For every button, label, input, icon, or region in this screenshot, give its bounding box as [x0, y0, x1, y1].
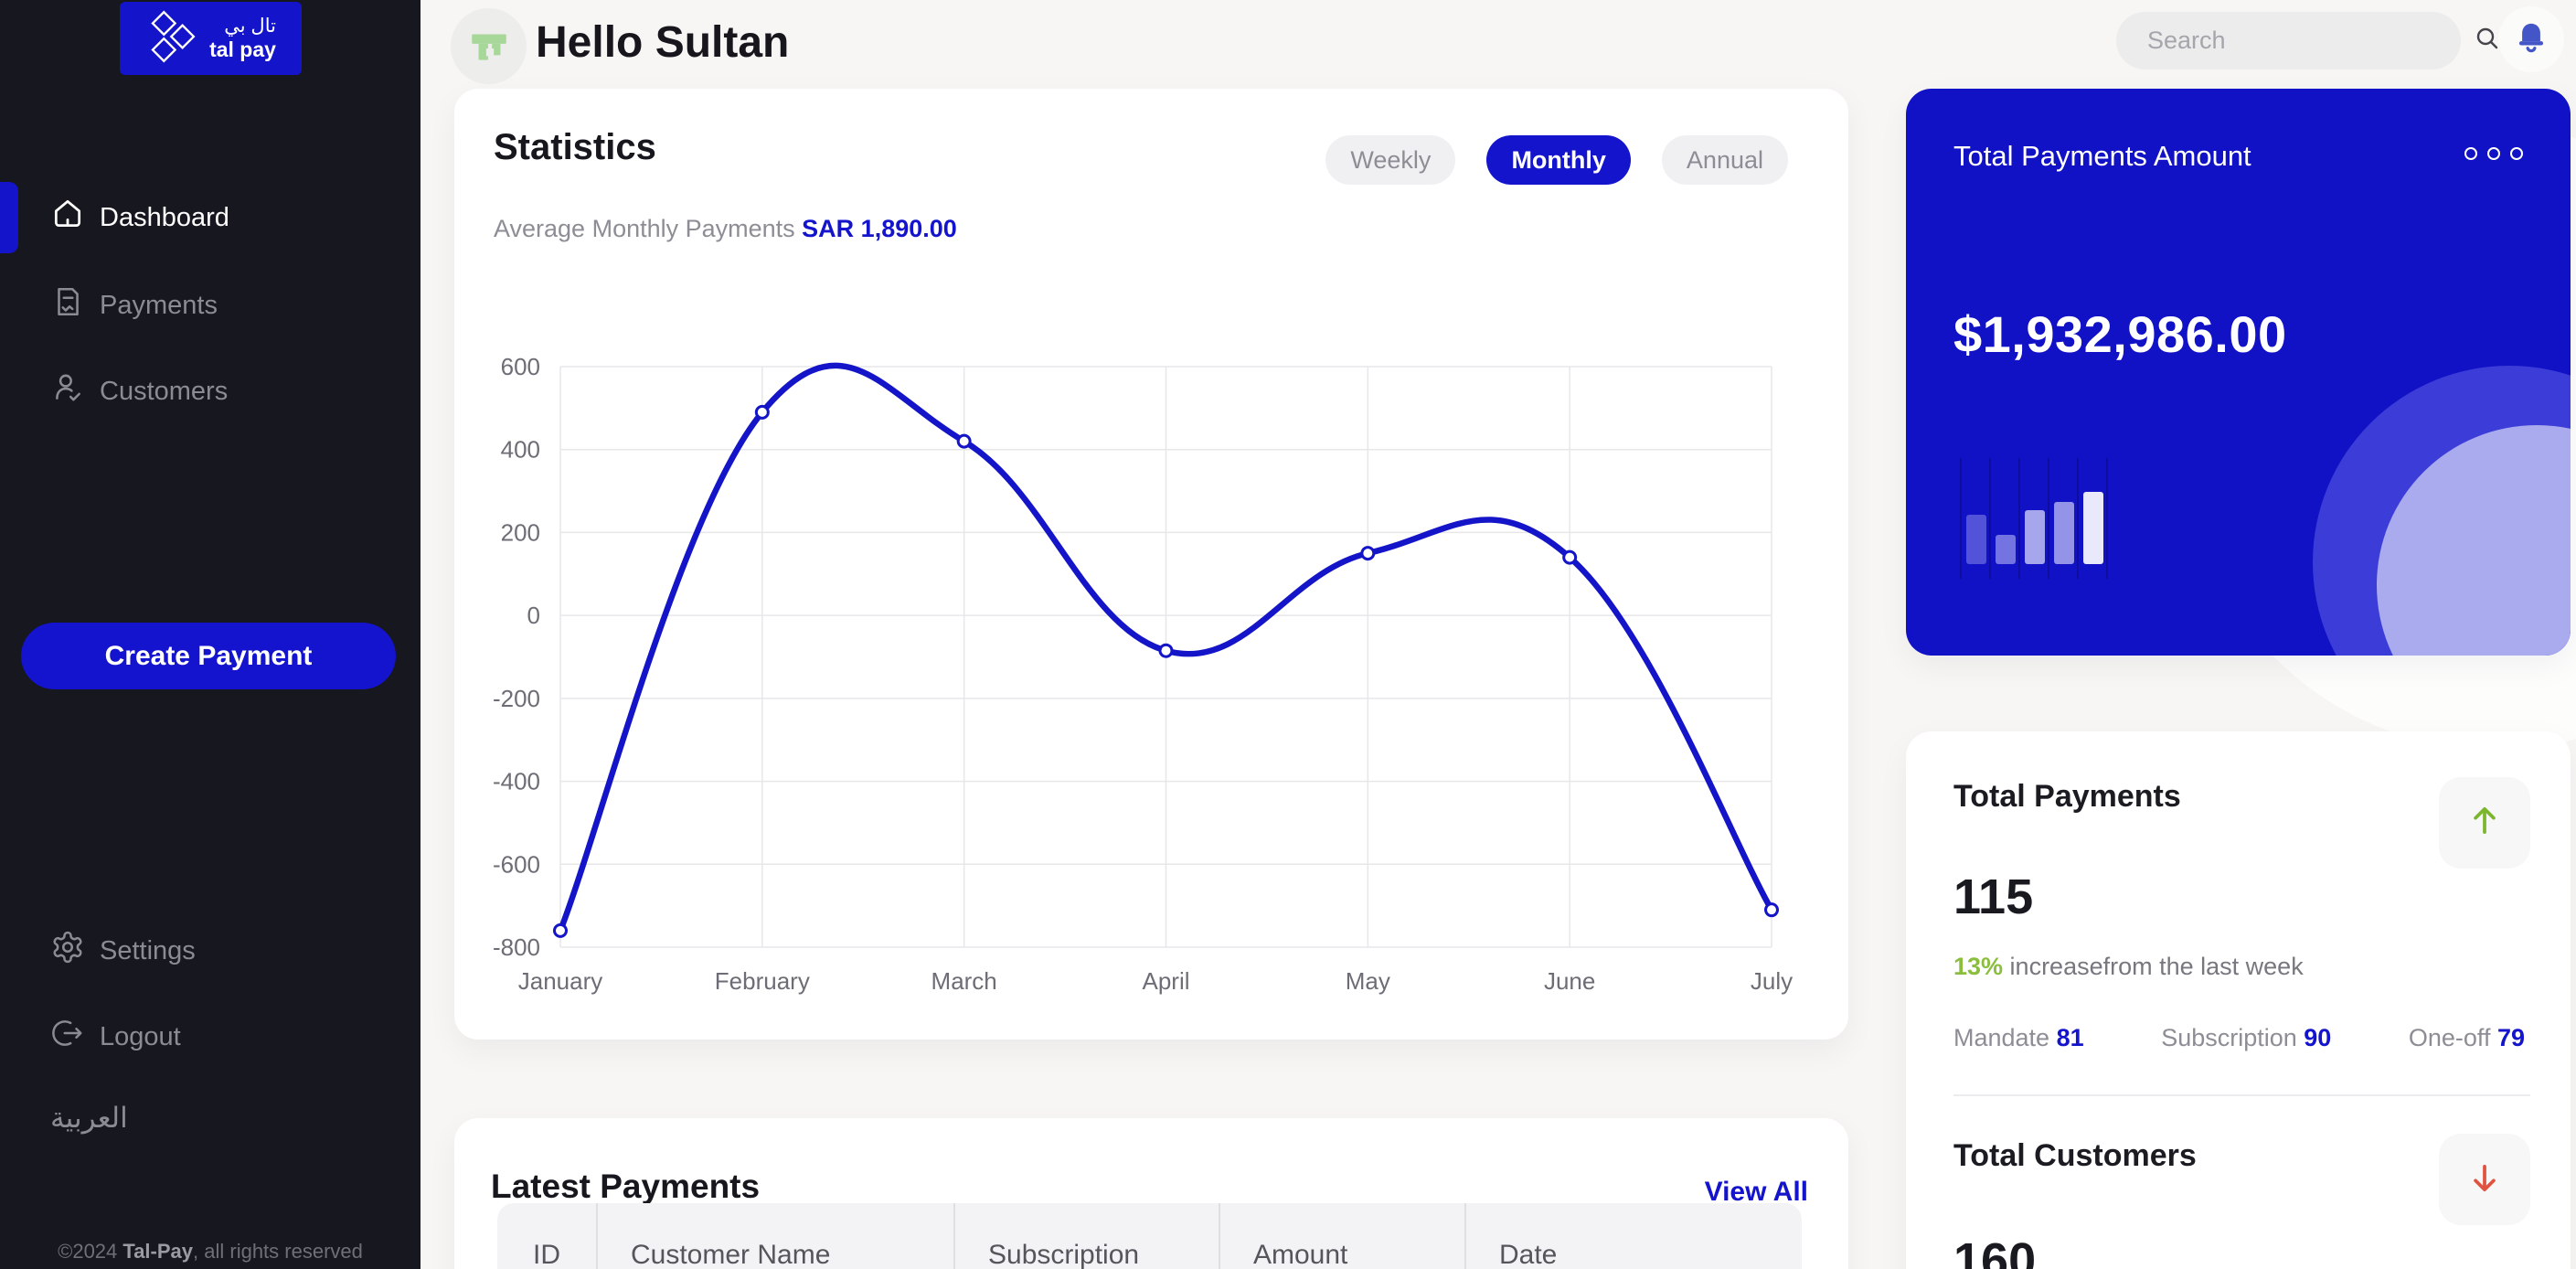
svg-text:March: March — [931, 967, 997, 995]
total-payments-value: 115 — [1953, 869, 2034, 924]
average-payments-line: Average Monthly Payments SAR 1,890.00 — [494, 215, 957, 242]
search-bar[interactable] — [2116, 12, 2498, 69]
create-payment-button[interactable]: Create Payment — [21, 623, 396, 689]
sidebar-item-settings[interactable]: Settings — [0, 911, 420, 991]
avatar[interactable] — [451, 8, 527, 84]
sidebar-item-logout[interactable]: Logout — [0, 997, 420, 1077]
trend-down-badge — [2439, 1134, 2530, 1225]
breakdown-mandate: Mandate 81 — [1953, 1024, 2084, 1051]
svg-text:May: May — [1346, 967, 1390, 995]
average-payments-value: SAR 1,890.00 — [802, 215, 957, 242]
talpay-logo[interactable]: تال بي tal pay — [120, 2, 302, 75]
trend-up-icon — [2464, 801, 2505, 846]
svg-text:-600: -600 — [493, 850, 540, 878]
bell-icon — [2511, 17, 2551, 62]
total-payments-amount-card: Total Payments Amount $1,932,986.00 — [1906, 89, 2571, 656]
sidebar-item-customers[interactable]: Customers — [0, 351, 420, 432]
column-header-amount: Amount — [1219, 1203, 1464, 1269]
search-input[interactable] — [2145, 26, 2473, 56]
view-all-link[interactable]: View All — [1704, 1177, 1808, 1207]
svg-text:0: 0 — [527, 602, 540, 629]
total-customers-value: 160 — [1953, 1233, 2037, 1269]
svg-text:February: February — [715, 967, 810, 995]
svg-text:July: July — [1751, 967, 1793, 995]
breakdown-one-off: One-off 79 — [2408, 1024, 2525, 1051]
page-greeting: Hello Sultan — [536, 18, 790, 67]
trend-down-icon — [2464, 1157, 2505, 1202]
totals-card: Total Payments 115 13% increasefrom the … — [1906, 731, 2571, 1269]
sidebar-item-label: Customers — [100, 376, 229, 406]
column-header-date: Date — [1464, 1203, 1802, 1269]
customer-check-icon — [50, 370, 85, 412]
decorative-bar-chart — [1960, 458, 2113, 579]
column-header-subscription: Subscription — [953, 1203, 1219, 1269]
sidebar-item-label: Settings — [100, 935, 196, 965]
period-tabs: Weekly Monthly Annual — [1325, 135, 1788, 185]
logo-diamonds-icon — [145, 6, 198, 71]
sidebar-item-label: Payments — [100, 290, 218, 320]
tab-monthly[interactable]: Monthly — [1486, 135, 1631, 185]
svg-text:200: 200 — [501, 518, 540, 546]
latest-payments-table-header: ID Customer Name Subscription Amount Dat… — [497, 1203, 1802, 1269]
sidebar-item-label: Logout — [100, 1021, 181, 1051]
column-header-id: ID — [533, 1240, 560, 1269]
sidebar-item-label: Dashboard — [100, 202, 229, 232]
payments-line-chart: 600 400 200 0 -200 -400 -600 -800 January Februar… — [493, 356, 1793, 995]
svg-text:January: January — [518, 967, 603, 995]
svg-text:-800: -800 — [493, 933, 540, 961]
sidebar-item-payments[interactable]: Payments — [0, 265, 420, 346]
three-dots-menu-icon[interactable] — [2464, 147, 2523, 160]
payments-change-text: 13% increasefrom the last week — [1953, 953, 2304, 980]
logo-arabic-text: تال بي — [224, 15, 276, 37]
svg-text:400: 400 — [501, 436, 540, 464]
invoice-icon — [50, 284, 85, 326]
svg-text:-200: -200 — [493, 685, 540, 712]
column-header-customer-name: Customer Name — [596, 1203, 953, 1269]
sidebar: تال بي tal pay Dashboard — [0, 0, 420, 1269]
tab-annual[interactable]: Annual — [1661, 135, 1788, 185]
notifications-button[interactable] — [2498, 6, 2564, 72]
logout-icon — [50, 1016, 85, 1058]
total-payments-amount-title: Total Payments Amount — [1953, 140, 2251, 172]
svg-text:600: 600 — [501, 356, 540, 380]
payments-breakdown: Mandate 81 Subscription 90 One-off 79 — [1953, 1024, 2525, 1052]
language-switch-arabic[interactable]: العربية — [50, 1102, 128, 1134]
statistics-title: Statistics — [494, 127, 656, 167]
latest-payments-title: Latest Payments — [491, 1168, 761, 1205]
home-icon — [50, 197, 85, 239]
gear-icon — [50, 930, 85, 972]
svg-text:June: June — [1544, 967, 1595, 995]
section-divider — [1953, 1094, 2530, 1096]
trend-up-badge — [2439, 777, 2530, 869]
total-customers-title: Total Customers — [1953, 1138, 2197, 1173]
logo-latin-text: tal pay — [209, 37, 276, 61]
total-payments-title: Total Payments — [1953, 779, 2181, 814]
tab-weekly[interactable]: Weekly — [1325, 135, 1456, 185]
svg-text:April: April — [1142, 967, 1189, 995]
sidebar-item-dashboard[interactable]: Dashboard — [0, 177, 420, 258]
main-content: Hello Sultan Statistics — [420, 0, 2576, 1269]
total-payments-amount-value: $1,932,986.00 — [1953, 305, 2287, 363]
active-indicator — [0, 182, 18, 253]
statistics-card: Statistics Weekly Monthly Annual Average… — [454, 89, 1848, 1040]
latest-payments-card: Latest Payments View All ID Customer Nam… — [454, 1118, 1848, 1269]
search-icon[interactable] — [2473, 24, 2502, 58]
svg-text:-400: -400 — [493, 768, 540, 795]
copyright-text: ©2024 Tal-Pay, all rights reserved — [58, 1240, 363, 1263]
breakdown-subscription: Subscription 90 — [2161, 1024, 2332, 1051]
